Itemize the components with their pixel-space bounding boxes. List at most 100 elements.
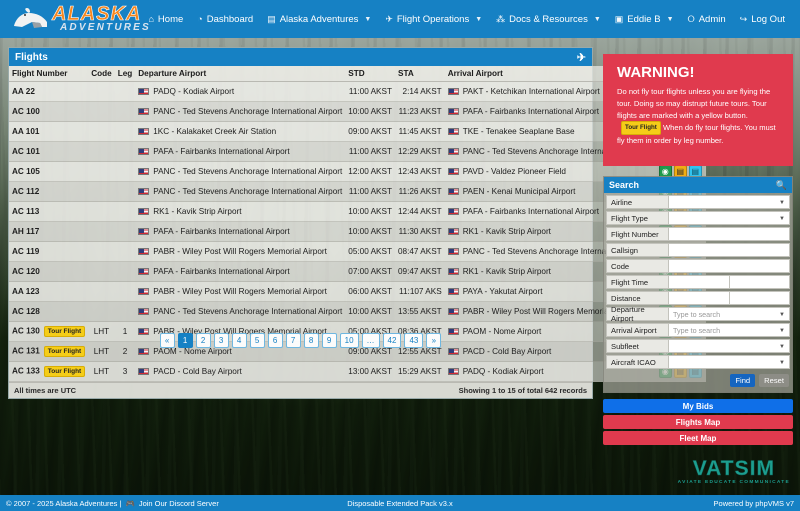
cell-flight-number: AC 131 Tour Flight bbox=[9, 341, 89, 362]
col-departure-airport[interactable]: Departure Airport bbox=[135, 66, 346, 82]
us-flag-icon bbox=[447, 228, 459, 236]
us-flag-icon bbox=[138, 368, 150, 376]
fleet-map-button[interactable]: Fleet Map bbox=[603, 431, 793, 445]
nav-item-flight-operations[interactable]: ✈ Flight Operations ▼ bbox=[378, 0, 489, 38]
code-input[interactable] bbox=[668, 259, 790, 273]
my-bids-button[interactable]: My Bids bbox=[603, 399, 793, 413]
us-flag-icon bbox=[447, 108, 459, 116]
pagination-page-42[interactable]: 42 bbox=[382, 333, 402, 348]
cell-sta: 12:29 AKST bbox=[394, 141, 445, 162]
nav-item-alaska-adventures[interactable]: ▤ Alaska Adventures ▼ bbox=[260, 0, 378, 38]
col-std[interactable]: STD bbox=[345, 66, 395, 82]
pagination-page-8[interactable]: 8 bbox=[303, 333, 319, 348]
table-row[interactable]: AC 112 PANC - Ted Stevens Anchorage Inter… bbox=[9, 181, 706, 202]
cell-std: 11:00 AKST bbox=[345, 141, 395, 162]
us-flag-icon bbox=[138, 128, 150, 136]
us-flag-icon bbox=[447, 348, 459, 356]
table-row[interactable]: AC 113 RK1 - Kavik Strip Airport 10:00 AKS… bbox=[9, 201, 706, 222]
callsign-input[interactable] bbox=[668, 243, 790, 257]
subfleet-select[interactable]: ▼ bbox=[668, 339, 790, 353]
brand-logo[interactable]: ALASKA ADVENTURES bbox=[12, 2, 152, 38]
table-row[interactable]: AC 101 PAFA - Fairbanks International Air… bbox=[9, 141, 706, 162]
tour-flight-badge[interactable]: Tour Flight bbox=[43, 346, 86, 357]
col-leg[interactable]: Leg bbox=[114, 66, 136, 82]
us-flag-icon bbox=[447, 208, 459, 216]
table-row[interactable]: AA 101 1KC - Kalakaket Creek Air Station 0… bbox=[9, 121, 706, 142]
nav-item-dashboard[interactable]: ◔ Dashboard bbox=[190, 0, 260, 38]
search-field-row: Flight Type ▼ bbox=[606, 211, 790, 225]
us-flag-icon bbox=[138, 188, 150, 196]
pagination-prev[interactable]: « bbox=[159, 333, 175, 348]
us-flag-icon bbox=[447, 188, 459, 196]
pagination-page-9[interactable]: 9 bbox=[321, 333, 337, 348]
distance-input-min[interactable] bbox=[668, 291, 729, 305]
departure-airport-text: PANC - Ted Stevens Anchorage Internation… bbox=[153, 107, 343, 116]
cell-flight-number: AA 22 bbox=[9, 81, 89, 102]
flights-map-button[interactable]: Flights Map bbox=[603, 415, 793, 429]
cell-leg bbox=[114, 241, 136, 262]
departure-airport-text: PACD - Cold Bay Airport bbox=[153, 367, 242, 376]
table-row[interactable]: AC 120 PAFA - Fairbanks International Air… bbox=[9, 261, 706, 282]
cell-code bbox=[88, 301, 115, 322]
pagination-page-4[interactable]: 4 bbox=[231, 333, 247, 348]
airline-select[interactable]: ▼ bbox=[668, 195, 790, 209]
distance-input-max[interactable] bbox=[728, 291, 790, 305]
cell-departure-airport: PADQ - Kodiak Airport bbox=[135, 81, 346, 102]
table-row[interactable]: AC 133 Tour Flight LHT 3 PACD - Cold Bay Air… bbox=[9, 361, 706, 382]
flight-time-input-min[interactable] bbox=[668, 275, 729, 289]
pagination-page-5[interactable]: 5 bbox=[249, 333, 265, 348]
pagination-page-3[interactable]: 3 bbox=[213, 333, 229, 348]
us-flag-icon bbox=[447, 308, 459, 316]
flight-time-input-max[interactable] bbox=[728, 275, 790, 289]
arrival-airport-text: RK1 - Kavik Strip Airport bbox=[462, 267, 551, 276]
cell-leg bbox=[114, 261, 136, 282]
pagination-page-7[interactable]: 7 bbox=[285, 333, 301, 348]
cell-sta: 2:14 AKST bbox=[394, 81, 445, 102]
nav-item-admin[interactable]: ⭘ Admin bbox=[681, 0, 733, 38]
cell-flight-number: AC 128 bbox=[9, 301, 89, 322]
pagination-next[interactable]: » bbox=[426, 333, 442, 348]
table-row[interactable]: AC 119 PABR - Wiley Post Will Rogers Memo… bbox=[9, 241, 706, 262]
table-row[interactable]: AA 22 PADQ - Kodiak Airport 11:00 AKST 2:14… bbox=[9, 81, 706, 102]
pagination-page-1[interactable]: 1 bbox=[177, 333, 193, 348]
paper-plane-icon[interactable]: ✈ bbox=[576, 51, 586, 64]
table-row[interactable]: AC 128 PANC - Ted Stevens Anchorage Inter… bbox=[9, 301, 706, 322]
table-row[interactable]: AC 105 PANC - Ted Stevens Anchorage Inter… bbox=[9, 161, 706, 182]
pagination-page-6[interactable]: 6 bbox=[267, 333, 283, 348]
cell-departure-airport: PANC - Ted Stevens Anchorage Internation… bbox=[135, 181, 346, 202]
tour-flight-badge[interactable]: Tour Flight bbox=[43, 366, 86, 377]
table-row[interactable]: AA 123 PABR - Wiley Post Will Rogers Memo… bbox=[9, 281, 706, 302]
arrival-airport-text: PAKT - Ketchikan International Airport bbox=[462, 87, 600, 96]
arrival-airport-text: PAYA - Yakutat Airport bbox=[462, 287, 543, 296]
pagination-page-2[interactable]: 2 bbox=[195, 333, 211, 348]
nav-item-docs-resources[interactable]: ⁂ Docs & Resources ▼ bbox=[489, 0, 608, 38]
nav-item-log-out[interactable]: ↪ Log Out bbox=[733, 0, 792, 38]
flight-type-select[interactable]: ▼ bbox=[668, 211, 790, 225]
departure-airport-select[interactable]: Type to search ▼ bbox=[668, 307, 790, 321]
pagination-page-43[interactable]: 43 bbox=[404, 333, 424, 348]
reset-button[interactable]: Reset bbox=[759, 374, 789, 387]
flight-number-text: AA 22 bbox=[12, 87, 35, 96]
col-flight-number[interactable]: Flight Number bbox=[9, 66, 89, 82]
cell-code bbox=[88, 101, 115, 122]
departure-airport-text: PAFA - Fairbanks International Airport bbox=[153, 267, 290, 276]
search-icon[interactable]: 🔍 bbox=[775, 179, 787, 190]
nav-item-eddie-b[interactable]: ▣ Eddie B ▼ bbox=[608, 0, 681, 38]
table-row[interactable]: AC 100 PANC - Ted Stevens Anchorage Inter… bbox=[9, 101, 706, 122]
col-code[interactable]: Code bbox=[88, 66, 115, 82]
search-field-label: Flight Number bbox=[606, 227, 668, 241]
col-sta[interactable]: STA bbox=[394, 66, 445, 82]
pagination-page-10[interactable]: 10 bbox=[339, 333, 359, 348]
pagination-page-…[interactable]: … bbox=[361, 333, 380, 348]
discord-link[interactable]: Join Our Discord Server bbox=[138, 498, 219, 508]
flight-number-input[interactable] bbox=[668, 227, 790, 241]
cell-arrival-airport: PADQ - Kodiak Airport bbox=[444, 361, 655, 382]
table-row[interactable]: AH 117 PAFA - Fairbanks International Air… bbox=[9, 221, 706, 242]
chevron-down-icon: ▼ bbox=[779, 360, 785, 366]
find-button[interactable]: Find bbox=[730, 374, 756, 387]
nav-item-home[interactable]: ⌂ Home bbox=[141, 0, 190, 38]
aircraft-icao-select[interactable]: ▼ bbox=[668, 355, 790, 369]
cell-code bbox=[88, 281, 115, 302]
search-field-row: Subfleet ▼ bbox=[606, 339, 790, 353]
arrival-airport-select[interactable]: Type to search ▼ bbox=[668, 323, 790, 337]
